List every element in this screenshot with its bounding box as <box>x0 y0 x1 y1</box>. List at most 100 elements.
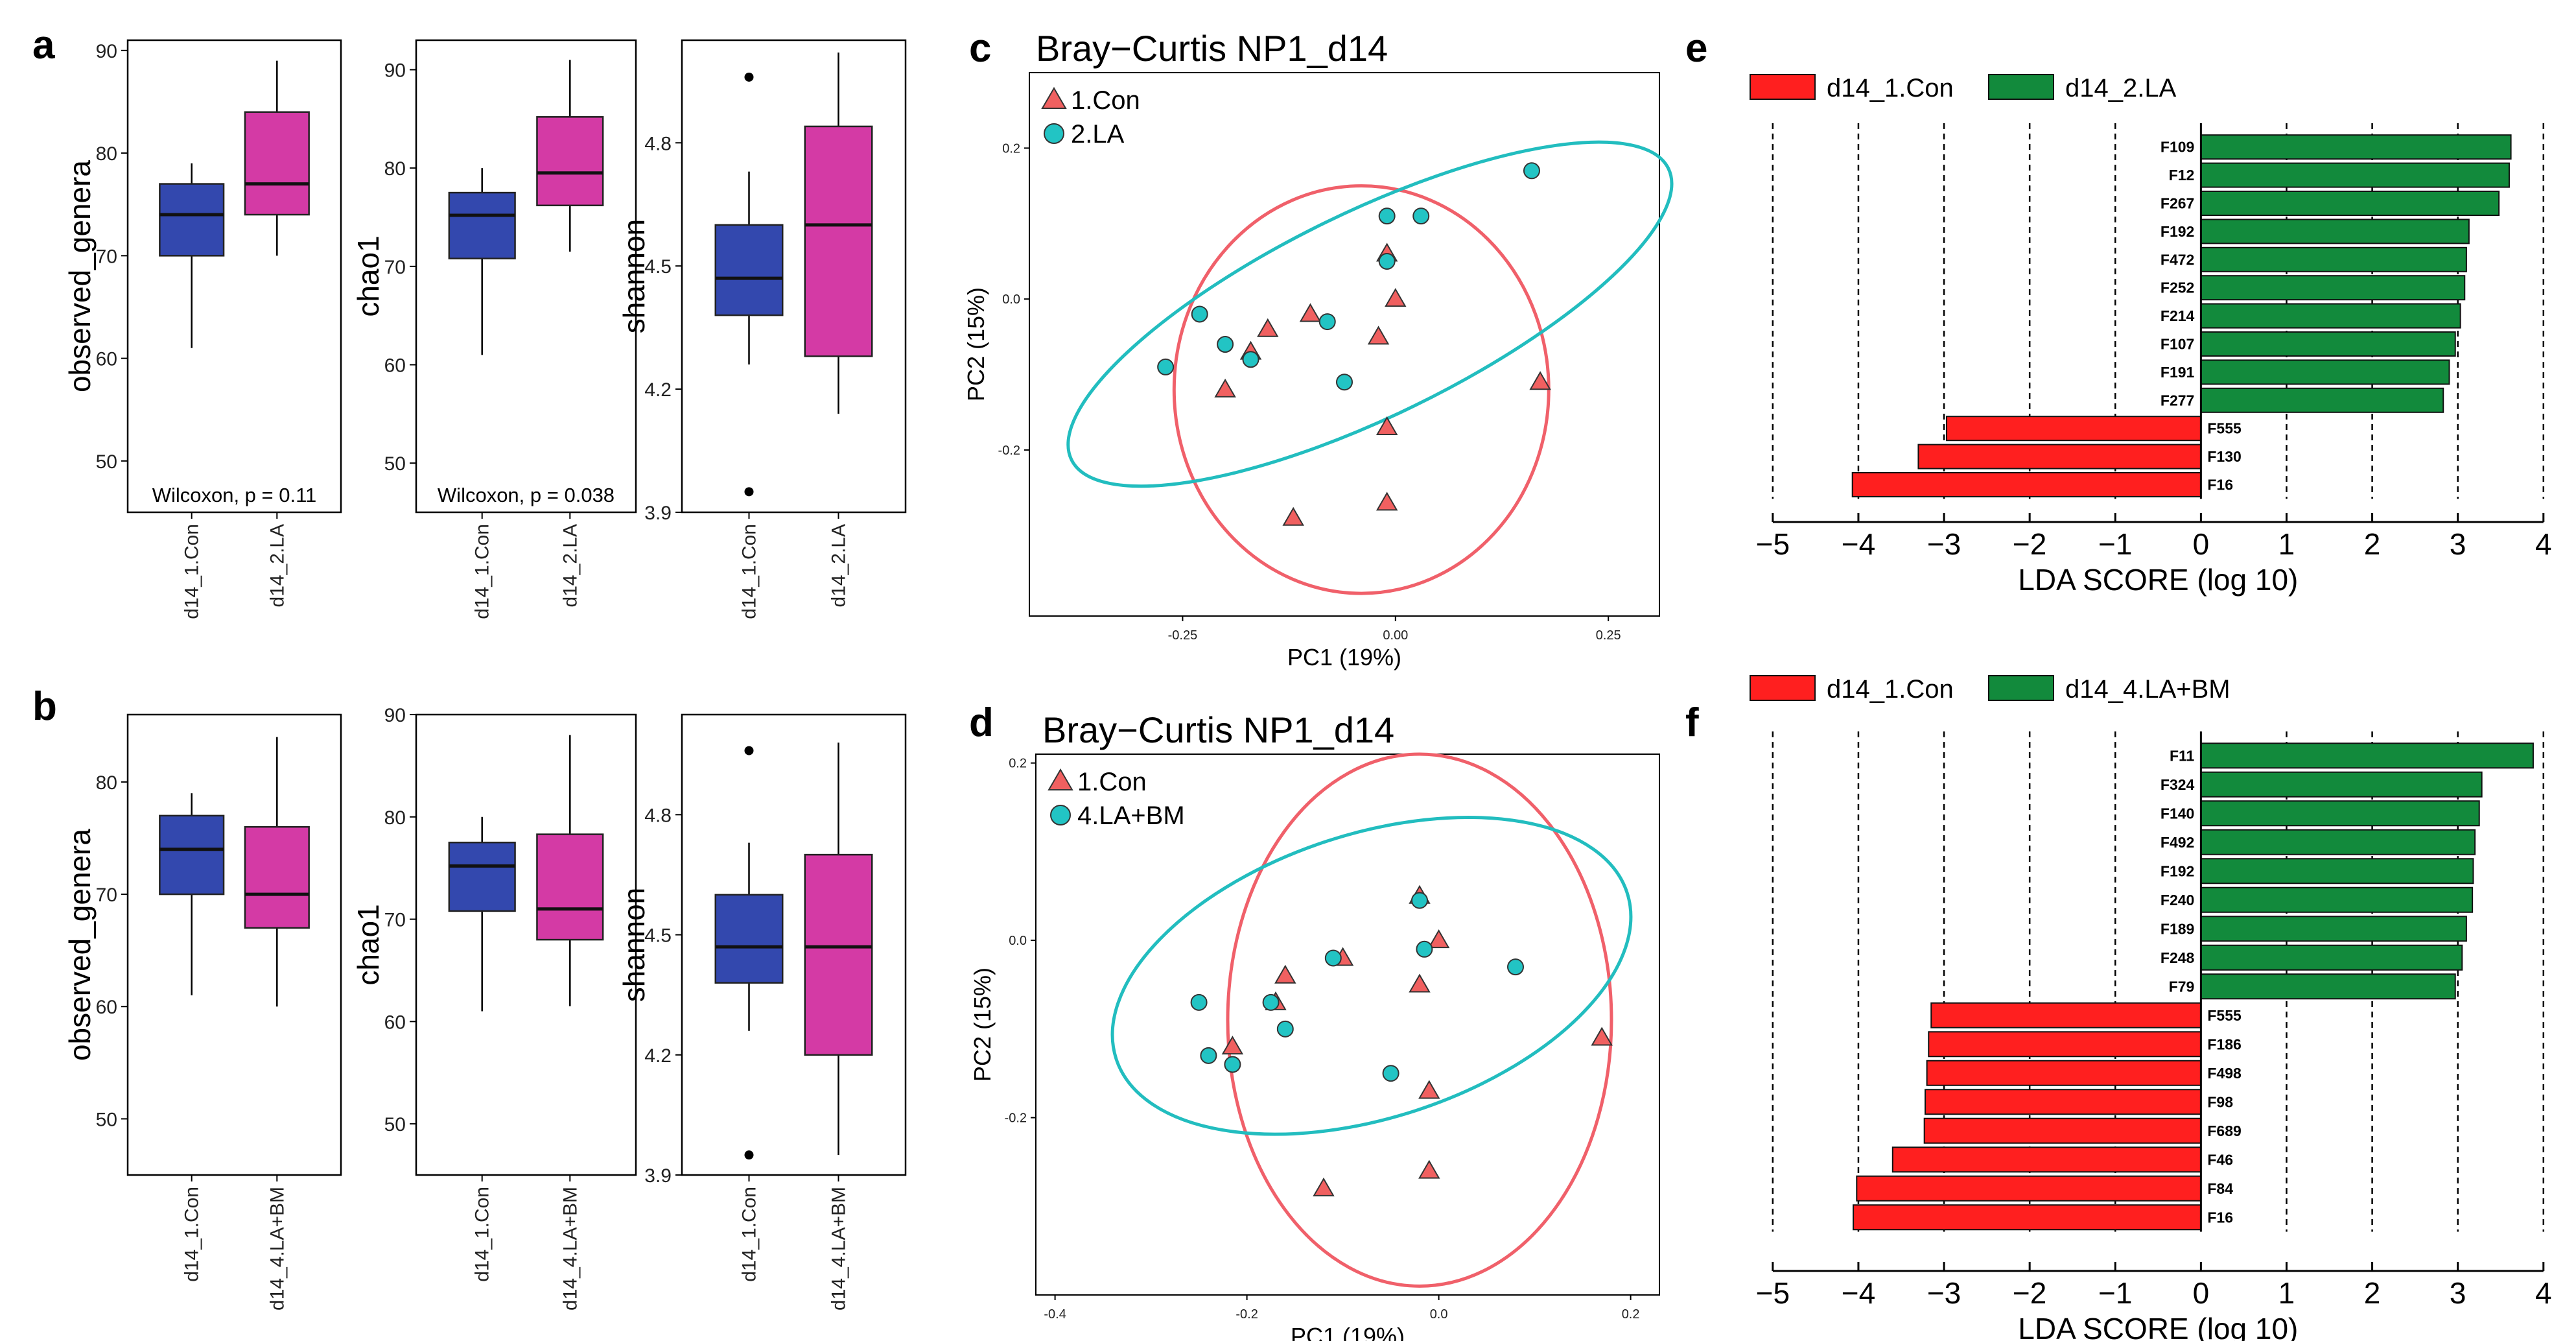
point-1.Con <box>1221 1036 1244 1055</box>
point-2.LA <box>1217 336 1234 353</box>
bar-label: F98 <box>2207 1093 2233 1110</box>
box-d14_1.Con <box>714 894 784 984</box>
x-tick-label: 2 <box>2364 1276 2381 1310</box>
x-tick-label: −1 <box>2098 527 2132 561</box>
x-tick-label: d14_2.LA <box>559 524 581 607</box>
y-tick-label: 0.2 <box>1002 141 1020 156</box>
y-tick-label: 60 <box>96 997 117 1018</box>
point-1.Con <box>1591 1027 1613 1046</box>
lda-bar-F98 <box>1924 1089 2202 1115</box>
x-tick-label: d14_1.Con <box>472 524 493 619</box>
point-1.Con <box>1299 303 1322 322</box>
legend-label: d14_4.LA+BM <box>2065 675 2231 704</box>
y-tick-label: 70 <box>384 910 406 931</box>
outlier-point <box>744 746 754 755</box>
x-axis-label: PC1 (19%) <box>1291 1323 1405 1341</box>
legend-swatch <box>1750 74 1816 100</box>
x-tick-label: 0.0 <box>1430 1307 1448 1322</box>
y-tick-label: 60 <box>96 349 117 370</box>
bar-label: F109 <box>2160 139 2194 156</box>
box-d14_4.LA+BM <box>804 853 873 1056</box>
bar-label: F107 <box>2160 336 2194 353</box>
legend-label: d14_1.Con <box>1827 74 1954 102</box>
y-tick-label: 4.8 <box>644 805 672 826</box>
y-axis-label: shannon <box>617 219 651 334</box>
legend-marker-treat <box>1044 123 1064 144</box>
x-tick-label: d14_4.LA+BM <box>559 1187 581 1311</box>
x-tick-label: −5 <box>1756 1276 1790 1310</box>
lda-bar-F492 <box>2200 829 2476 855</box>
point-1.Con <box>1274 964 1296 984</box>
lda-bar-F324 <box>2200 771 2483 798</box>
bar-label: F46 <box>2207 1151 2233 1168</box>
box-d14_4.LA+BM <box>244 825 310 929</box>
outlier-point <box>744 1150 754 1160</box>
lda-bar-F84 <box>1856 1175 2202 1202</box>
lda-bar-F46 <box>1891 1146 2202 1173</box>
x-tick-label: −2 <box>2013 1276 2046 1310</box>
legend-marker-con <box>1048 768 1073 790</box>
point-1.Con <box>1376 416 1398 436</box>
bar-label: F79 <box>2169 978 2195 995</box>
plot-frame <box>415 39 637 514</box>
x-tick-label: −1 <box>2098 1276 2132 1310</box>
x-tick-label: 3 <box>2450 527 2466 561</box>
lda-bar-F16 <box>1851 472 2202 497</box>
lda-bar-F12 <box>2200 162 2510 188</box>
point-2.LA <box>1318 313 1336 331</box>
x-tick-label: -0.2 <box>1235 1307 1258 1322</box>
pcoa-plot-c: Bray−Curtis NP1_d14 -0.25 0.00 0.25 -0.2 0.0 0… <box>963 28 1674 670</box>
plot-frame <box>415 713 637 1176</box>
box-d14_1.Con <box>159 814 225 896</box>
point-4.LA+BM <box>1224 1056 1241 1073</box>
lda-chart-f: F11 F324 F140 F492 F192 F240 F189 F248 F79 F555 F1… <box>1750 675 2552 1341</box>
y-tick-label: 4.8 <box>644 133 672 154</box>
lda-bar-F240 <box>2200 886 2474 913</box>
lda-bar-F267 <box>2200 191 2500 216</box>
box-d14_1.Con <box>448 841 516 912</box>
point-2.LA <box>1523 162 1540 180</box>
bar-label: F555 <box>2207 420 2242 437</box>
lda-bar-F11 <box>2200 742 2534 769</box>
bar-label: F191 <box>2160 364 2195 381</box>
bar-label: F498 <box>2207 1065 2242 1082</box>
bar-label: F555 <box>2207 1007 2242 1024</box>
box-d14_1.Con <box>159 183 225 257</box>
y-axis-label: PC2 (15%) <box>969 967 996 1082</box>
x-tick-label: 2 <box>2364 527 2381 561</box>
panel-label-e: e <box>1685 26 1707 71</box>
x-tick-label: -0.25 <box>1168 628 1198 643</box>
point-2.LA <box>1412 208 1430 225</box>
point-1.Con <box>1282 506 1304 526</box>
legend-label: 1.Con <box>1077 768 1147 796</box>
point-1.Con <box>1418 1080 1440 1099</box>
legend-label: d14_1.Con <box>1827 675 1954 704</box>
y-axis-label: PC2 (15%) <box>963 287 989 401</box>
y-axis-label: chao1 <box>351 235 385 316</box>
y-tick-label: 60 <box>384 1012 406 1033</box>
bar-label: F214 <box>2160 307 2195 324</box>
boxplot-a1: 50 60 70 80 90 observed_genera d14_1.Con d14_2.… <box>63 39 342 619</box>
y-tick-label: 50 <box>96 451 117 473</box>
lda-bar-F191 <box>2200 359 2450 385</box>
x-axis-label: LDA SCORE (log 10) <box>2018 1312 2298 1341</box>
point-4.LA+BM <box>1507 958 1524 976</box>
x-tick-label: 1 <box>2278 1276 2295 1310</box>
x-tick-label: d14_1.Con <box>739 1187 760 1282</box>
confidence-ellipse-1.Con <box>1226 752 1613 1288</box>
plot-frame <box>681 39 907 514</box>
lda-bar-F555 <box>1946 416 2202 442</box>
y-tick-label: 0.0 <box>1009 934 1027 948</box>
x-axis-label: PC1 (19%) <box>1287 644 1401 670</box>
x-tick-label: d14_1.Con <box>181 1187 203 1282</box>
box-d14_1.Con <box>714 224 784 316</box>
outlier-point <box>744 487 754 497</box>
point-1.Con <box>1409 973 1431 993</box>
legend-marker-treat <box>1050 805 1071 825</box>
x-tick-label: d14_1.Con <box>181 524 203 619</box>
y-tick-label: 80 <box>96 772 117 794</box>
legend-label: 2.LA <box>1071 120 1125 148</box>
bar-label: F130 <box>2207 448 2241 465</box>
y-tick-label: 50 <box>384 453 406 475</box>
